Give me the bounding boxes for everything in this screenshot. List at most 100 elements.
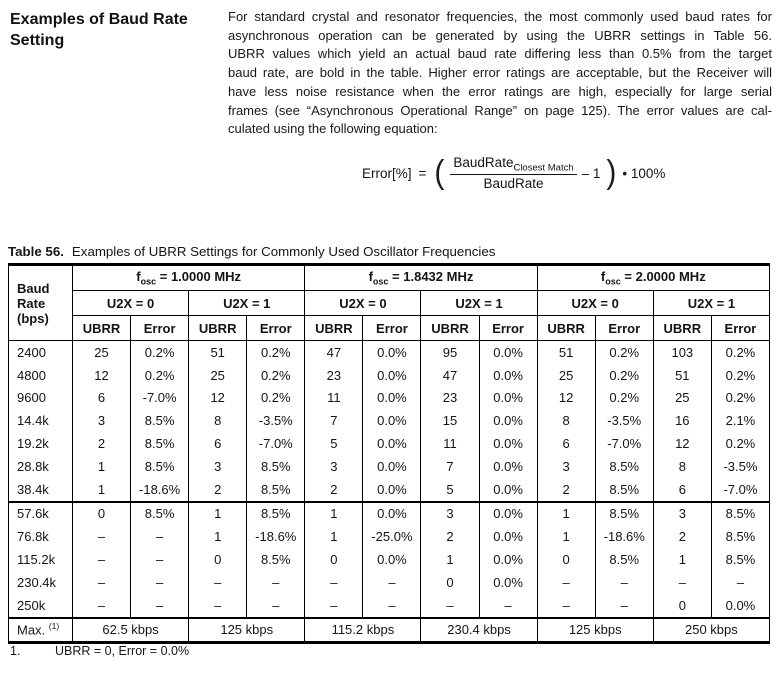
table-cell: 0.2% (130, 363, 189, 387)
baud-rate-cell: 38.4k (8, 477, 73, 503)
table-cell: 8.5% (594, 548, 654, 571)
table-cell: 51 (536, 340, 596, 364)
max-footnote-ref: (1) (48, 621, 60, 632)
baud-rate-cell: 230.4k (8, 570, 73, 594)
table-cell: 2.1% (710, 409, 770, 433)
table-cell: 2 (304, 477, 363, 503)
numerator-subscript: Closest Match (513, 162, 574, 174)
fosc-value: = 2.0000 MHz (620, 269, 706, 285)
column-header: UBRR (536, 315, 596, 341)
table-cell: 0 (652, 593, 712, 619)
table-cell: 12 (536, 386, 596, 410)
table-cell: 1 (304, 525, 363, 549)
table-cell: 8.5% (130, 432, 189, 455)
baud-rate-header: Baud Rate (bps) (8, 264, 73, 341)
table-cell: 0.0% (478, 570, 538, 594)
table-cell: 0.2% (710, 386, 770, 410)
numerator-text: BaudRate (453, 154, 514, 170)
column-header: UBRR (188, 315, 247, 341)
baud-rate-cell: 4800 (8, 363, 73, 387)
u2x-header: U2X = 0 (304, 290, 421, 316)
table-cell: 2 (536, 477, 596, 503)
column-header-row: UBRR Error UBRR Error UBRR Error UBRR Er… (9, 315, 770, 341)
table-cell: 95 (420, 340, 480, 364)
footnote: 1. UBRR = 0, Error = 0.0% (10, 644, 189, 658)
table-cell: -18.6% (594, 525, 654, 549)
fosc-subscript: osc (372, 276, 389, 287)
table-cell: – (594, 593, 654, 619)
table-row: 115.2k – –0 8.5% 0 0.0% 1 0.0% 0 8.5% 1 8.5% (8, 548, 770, 571)
table-caption: Table 56. Examples of UBRR Settings for C… (8, 244, 495, 259)
equation-lhs: Error[%] (362, 165, 412, 181)
equation-minus-one: – 1 (581, 165, 601, 181)
table-cell: 1 (652, 548, 712, 571)
table-cell: – (536, 593, 596, 619)
fosc-value: = 1.8432 MHz (388, 269, 474, 285)
open-paren: ( (434, 153, 445, 191)
table-cell: – (188, 593, 247, 619)
table-cell: 0.2% (710, 340, 770, 364)
table-cell: 8.5% (710, 548, 770, 571)
table-cell: 0.0% (362, 548, 421, 571)
table-cell: 0.0% (362, 386, 421, 410)
column-header: Error (246, 315, 305, 341)
column-header: Error (710, 315, 770, 341)
table-cell: 15 (420, 409, 480, 433)
table-row: 9600 6 -7.0% 12 0.2% 11 0.0% 23 0.0% 12 0.2% 25 0.2% (8, 386, 770, 410)
fosc-header-1mhz: fosc = 1.0000 MHz (71, 264, 305, 291)
table-cell: 7 (304, 409, 363, 433)
table-row: 57.6k 0 8.5% 1 8.5% 1 0.0% 3 0.0% 1 8.5% 3 8.5% (8, 501, 770, 526)
table-cell: 8.5% (594, 454, 654, 478)
table-cell: 3 (71, 409, 131, 433)
u2x-header: U2X = 1 (420, 290, 538, 316)
paragraph-line: frames (see “Asynchronous Operational Ra… (228, 102, 772, 118)
fosc-header-1p8432mhz: fosc = 1.8432 MHz (304, 264, 538, 291)
table-cell: 8.5% (246, 501, 305, 526)
table-row: 2400 25 0.2% 51 0.2% 47 0.0% 95 0.0% 51 0.2% 103 0.2… (8, 340, 770, 364)
max-value-cell: 115.2 kbps (304, 617, 421, 643)
table-cell: 0.0% (478, 454, 538, 478)
table-cell: -3.5% (246, 409, 305, 433)
equation-equals: = (418, 165, 427, 181)
table-cell: -3.5% (594, 409, 654, 433)
table-cell: -18.6% (246, 525, 305, 549)
table-cell: 0.0% (478, 548, 538, 571)
table-cell: 3 (652, 501, 712, 526)
table-cell: 0.0% (362, 432, 421, 455)
table-cell: -7.0% (130, 386, 189, 410)
table-row: 14.4k 3 8.5% 8 -3.5% 7 0.0% 15 0.0% 8 -3.5% 16 2.1% (8, 409, 770, 433)
paragraph-line: culated using the following equation: (228, 121, 438, 137)
table-cell: 0.0% (478, 363, 538, 387)
table-cell: 0 (304, 548, 363, 571)
table-cell: 51 (652, 363, 712, 387)
fosc-symbol: f (136, 269, 141, 285)
table-cell: 6 (71, 386, 131, 410)
table-cell: 1 (188, 525, 247, 549)
table-cell: 8.5% (594, 477, 654, 503)
table-cell: 23 (420, 386, 480, 410)
table-cell: – (304, 570, 363, 594)
table-cell: 0 (71, 501, 131, 526)
max-value-cell: 250 kbps (652, 617, 770, 643)
table-row: 76.8k – –1 -18.6% 1 -25.0% 2 0.0% 1 -18.6% 2 8.5% (8, 525, 770, 549)
table-cell: 0.0% (362, 477, 421, 503)
baud-header-line: Rate (17, 295, 46, 311)
table-cell: 5 (420, 477, 480, 503)
table-row: 250k – – – – – – – – – –0 0.0% (8, 593, 770, 619)
table-cell: 6 (188, 432, 247, 455)
equation-multiplier: • 100% (622, 165, 666, 181)
table-row: 19.2k 2 8.5% 6 -7.0% 5 0.0% 11 0.0% 6 -7.0% 12 0.2% (8, 432, 770, 455)
table-cell: 8 (188, 409, 247, 433)
column-header: UBRR (652, 315, 712, 341)
table-cell: 1 (536, 501, 596, 526)
column-header: Error (130, 315, 189, 341)
table-cell: 0.0% (362, 454, 421, 478)
close-paren: ) (606, 153, 617, 191)
table-cell: 0.0% (362, 363, 421, 387)
table-cell: 25 (188, 363, 247, 387)
table-cell: 51 (188, 340, 247, 364)
table-cell: – (420, 593, 480, 619)
table-cell: 1 (420, 548, 480, 571)
table-cell: 25 (652, 386, 712, 410)
